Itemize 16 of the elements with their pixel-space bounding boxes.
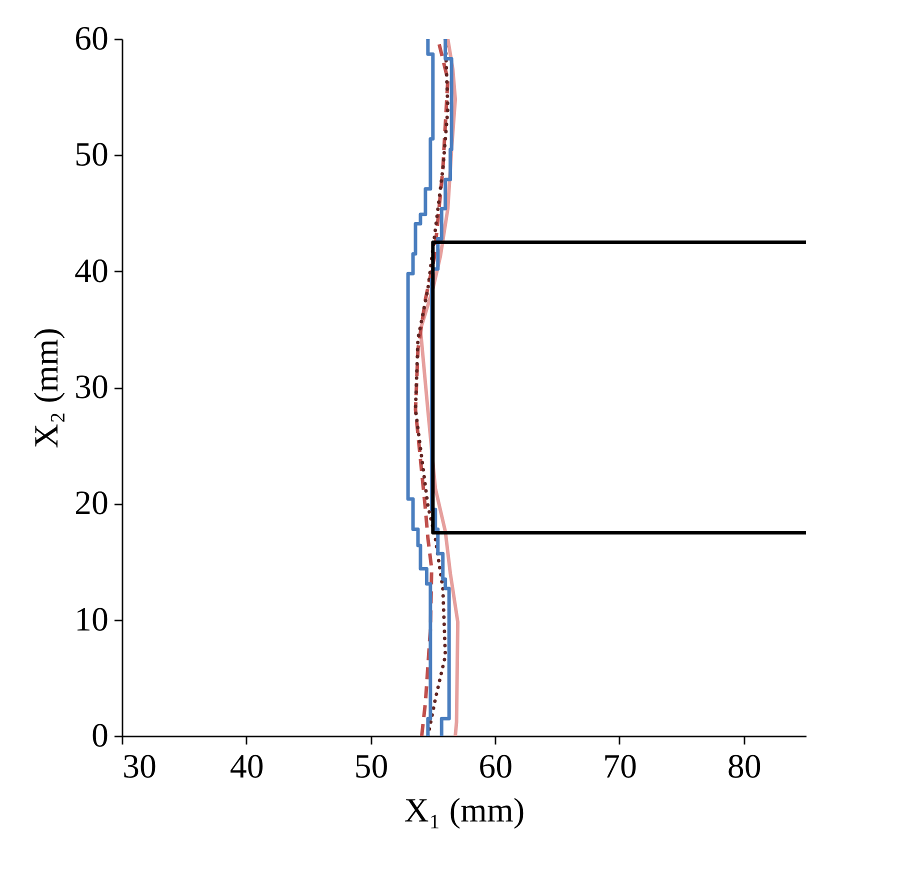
x-tick-label: 60	[478, 748, 513, 786]
line-series	[406, 39, 435, 736]
x-tick-label: 40	[230, 748, 264, 786]
x-tick-label: 50	[354, 748, 388, 786]
y-tick-label: 30	[74, 369, 108, 406]
y-tick-label: 0	[92, 718, 108, 754]
y-tick-label: 60	[74, 20, 108, 58]
x-tick-label: 80	[727, 748, 762, 786]
x-axis-title: X₁ (mm)	[404, 792, 525, 830]
y-tick-label: 50	[74, 136, 108, 174]
y-tick-label: 10	[74, 601, 108, 638]
y-tick-label: 40	[74, 252, 108, 290]
x-tick-label: 30	[122, 748, 156, 786]
y-tick-label: 20	[74, 485, 108, 522]
x-tick-label: 70	[602, 748, 637, 786]
y-axis-title: X₂ (mm)	[28, 328, 66, 448]
